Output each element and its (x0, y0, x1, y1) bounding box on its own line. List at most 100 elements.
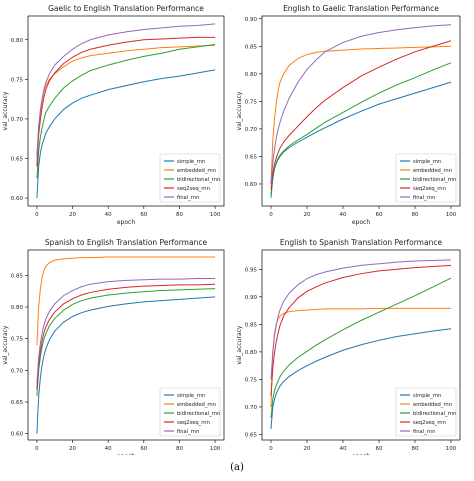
chart-title: English to Spanish Translation Performan… (280, 238, 443, 247)
plot-frame (27, 249, 225, 441)
x-tick-label: 40 (105, 212, 112, 218)
series-line-final-rnn (270, 24, 452, 185)
chart-title: Gaelic to English Translation Performanc… (48, 4, 204, 13)
x-tick-label: 20 (304, 446, 311, 452)
series-line-seq2seq-rnn (270, 40, 452, 190)
y-tick-label: 0.80 (245, 350, 258, 356)
y-tick-label: 0.90 (245, 17, 258, 23)
series-line-final-rnn (36, 23, 216, 159)
legend-label: seq2seq_rnn (413, 186, 446, 192)
series-line-final-rnn (36, 278, 216, 384)
series-line-embedded-rnn (36, 44, 216, 155)
legend-box (395, 153, 457, 203)
legend-label: simple_rnn (177, 159, 205, 165)
legend-label: bidirectional_rnn (177, 411, 220, 417)
y-tick-label: 0.85 (11, 273, 24, 279)
y-tick-label: 0.65 (11, 157, 24, 163)
series-line-embedded-rnn (270, 45, 452, 184)
y-tick-label: 0.70 (11, 117, 24, 123)
y-tick-label: 0.65 (245, 154, 258, 160)
legend-label: embedded_rnn (177, 168, 216, 174)
x-tick-label: 80 (176, 212, 183, 218)
legend-label: final_rnn (413, 195, 435, 201)
y-axis-label: val_accuracy (236, 325, 243, 364)
y-tick-label: 0.75 (11, 337, 24, 343)
legend-label: simple_rnn (413, 159, 441, 165)
series-line-seq2seq-rnn (36, 36, 216, 167)
series-line-embedded-rnn (36, 256, 216, 346)
y-tick-label: 0.60 (11, 196, 24, 202)
x-tick-label: 0 (35, 212, 39, 218)
x-tick-label: 60 (140, 446, 147, 452)
series-line-simple-rnn (36, 69, 216, 199)
series-line-bidirectional-rnn (270, 62, 452, 196)
y-tick-label: 0.75 (245, 99, 258, 105)
x-tick-label: 40 (105, 446, 112, 452)
x-tick-label: 60 (376, 446, 383, 452)
x-tick-label: 0 (35, 446, 39, 452)
chart-title: Spanish to English Translation Performan… (45, 238, 208, 247)
y-tick-label: 0.80 (11, 38, 24, 44)
legend-label: simple_rnn (413, 393, 441, 399)
legend: simple_rnn embedded_rnn bidirectional_rnns… (395, 153, 457, 203)
chart-title: English to Gaelic Translation Performanc… (283, 4, 439, 13)
y-tick-label: 0.80 (245, 72, 258, 78)
legend-label: seq2seq_rnn (177, 186, 210, 192)
y-tick-label: 0.70 (245, 127, 258, 133)
series-line-simple-rnn (36, 296, 216, 434)
series-line-seq2seq-rnn (36, 283, 216, 390)
x-tick-label: 40 (340, 446, 347, 452)
x-tick-label: 100 (446, 212, 457, 218)
figure-caption: (a) (230, 462, 244, 473)
legend-label: bidirectional_rnn (413, 411, 456, 417)
x-axis-label: epoch (352, 453, 370, 455)
x-tick-label: 80 (176, 446, 183, 452)
y-tick-label: 0.75 (11, 77, 24, 83)
y-tick-label: 0.90 (245, 295, 258, 301)
legend-label: seq2seq_rnn (413, 420, 446, 426)
x-tick-label: 100 (210, 446, 221, 452)
legend-label: final_rnn (177, 195, 199, 201)
legend-label: bidirectional_rnn (177, 177, 220, 183)
legend-label: final_rnn (413, 429, 435, 435)
plot-frame (261, 15, 461, 207)
legend-box (395, 387, 457, 437)
chart-panel-3: Spanish to English Translation Performan… (2, 238, 225, 455)
y-axis-label: val_accuracy (2, 91, 9, 130)
legend-label: embedded_rnn (413, 402, 452, 408)
x-tick-label: 60 (140, 212, 147, 218)
y-tick-label: 0.65 (245, 432, 258, 438)
plot-frame (261, 249, 461, 441)
x-tick-label: 80 (412, 446, 419, 452)
y-tick-label: 0.95 (245, 267, 258, 273)
legend: simple_rnn embedded_rnn bidirectional_rnns… (395, 387, 457, 437)
x-tick-label: 20 (69, 446, 76, 452)
y-axis-label: val_accuracy (2, 325, 9, 364)
legend-label: final_rnn (177, 429, 199, 435)
series-line-simple-rnn (270, 328, 452, 430)
plot-frame (27, 15, 225, 207)
y-axis-label: val_accuracy (236, 91, 243, 130)
series-line-final-rnn (270, 259, 452, 380)
x-tick-label: 80 (412, 212, 419, 218)
y-tick-label: 0.85 (245, 322, 258, 328)
legend-label: embedded_rnn (413, 168, 452, 174)
y-tick-label: 0.70 (11, 368, 24, 374)
legend-label: embedded_rnn (177, 402, 216, 408)
x-tick-label: 0 (269, 446, 273, 452)
legend-box (159, 153, 221, 203)
x-axis-label: epoch (352, 219, 370, 226)
x-axis-label: epoch (117, 453, 135, 455)
y-tick-label: 0.60 (11, 432, 24, 438)
x-tick-label: 100 (446, 446, 457, 452)
x-tick-label: 20 (69, 212, 76, 218)
y-tick-label: 0.75 (245, 377, 258, 383)
x-axis-label: epoch (117, 219, 135, 226)
y-tick-label: 0.65 (11, 400, 24, 406)
y-tick-label: 0.70 (245, 405, 258, 411)
legend-box (159, 387, 221, 437)
x-tick-label: 100 (210, 212, 221, 218)
x-tick-label: 60 (376, 212, 383, 218)
legend-label: simple_rnn (177, 393, 205, 399)
series-line-bidirectional-rnn (36, 288, 216, 396)
